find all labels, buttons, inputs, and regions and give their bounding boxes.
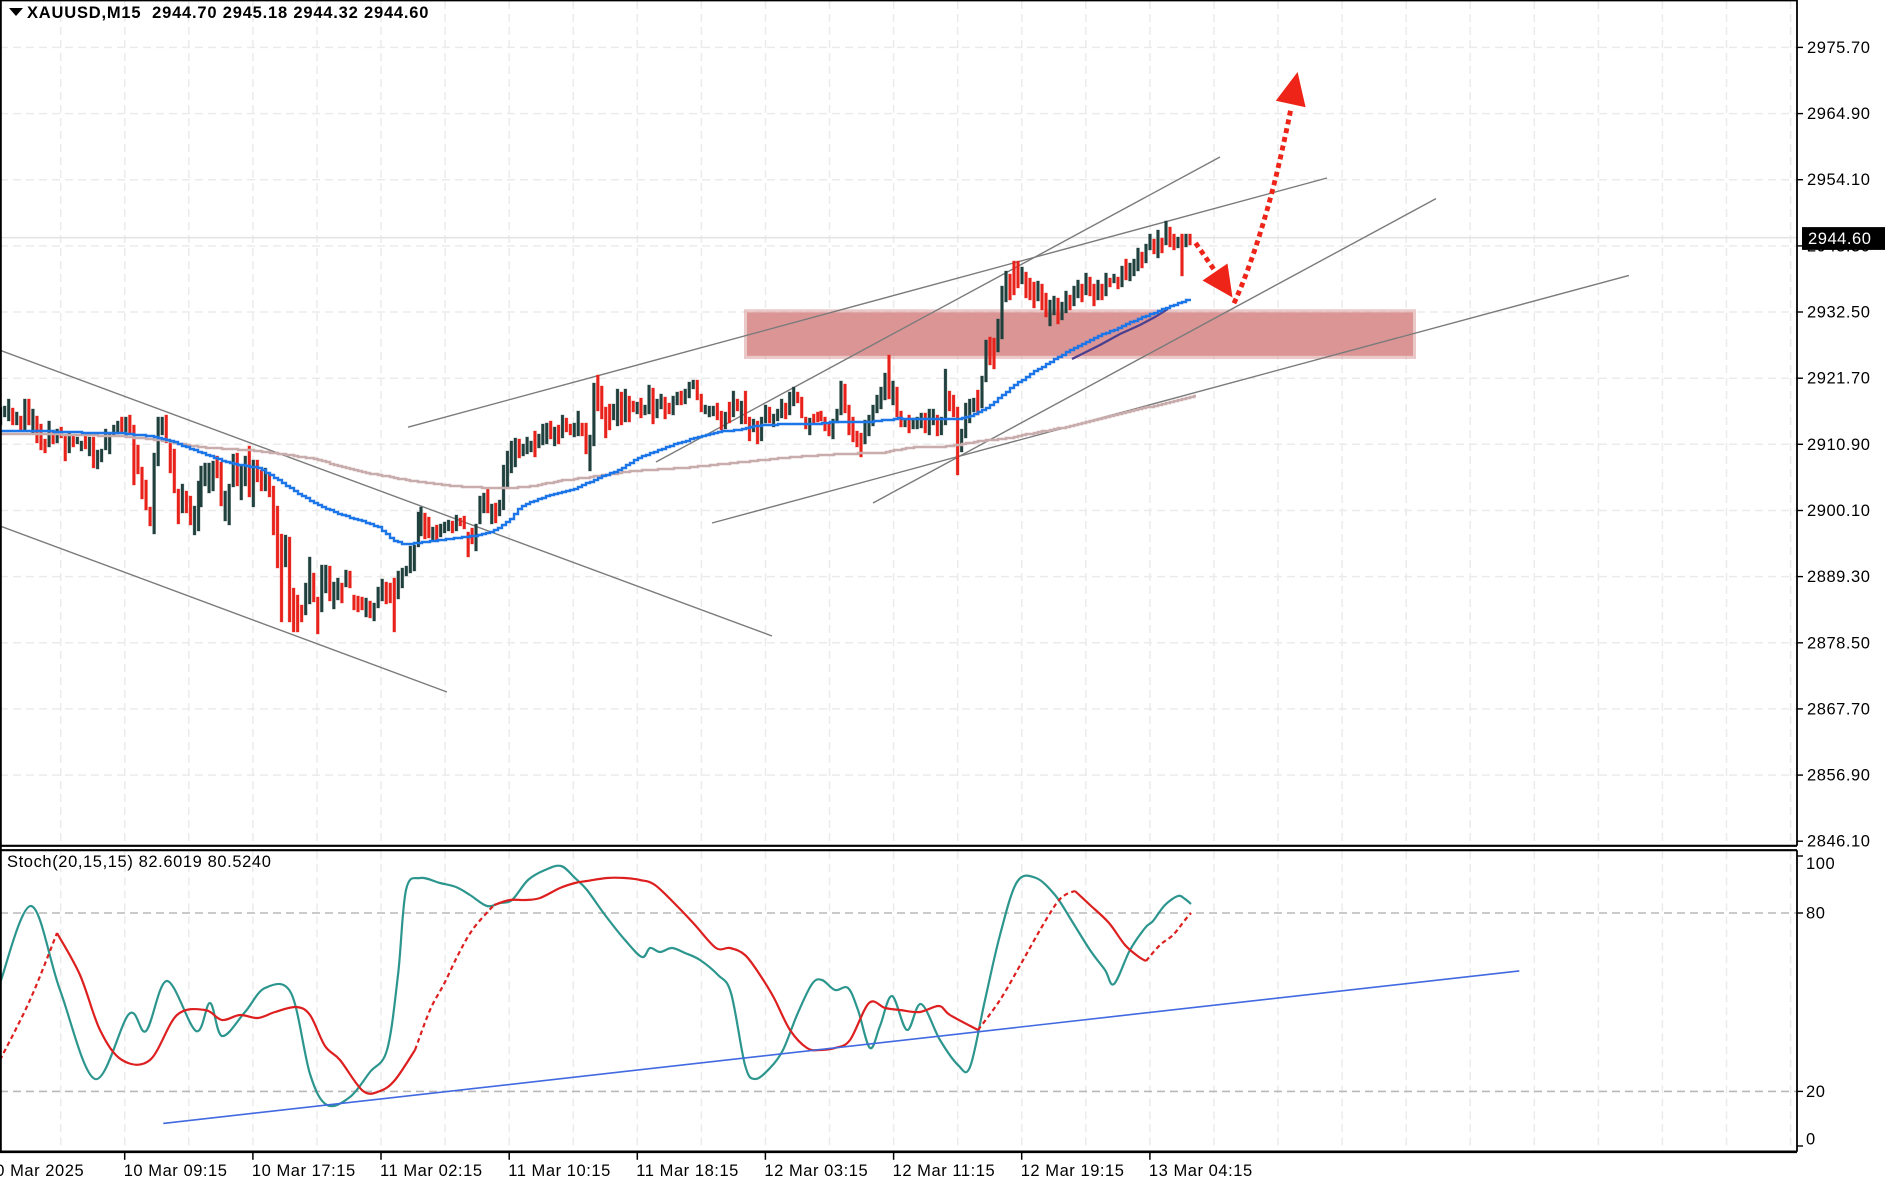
svg-text:2878.50: 2878.50 xyxy=(1807,634,1871,652)
svg-text:11 Mar 18:15: 11 Mar 18:15 xyxy=(636,1162,739,1180)
svg-text:2846.10: 2846.10 xyxy=(1807,833,1871,851)
svg-text:10 Mar 2025: 10 Mar 2025 xyxy=(0,1162,84,1180)
svg-text:10 Mar 09:15: 10 Mar 09:15 xyxy=(124,1162,228,1180)
svg-text:2889.30: 2889.30 xyxy=(1807,568,1871,586)
svg-text:2932.50: 2932.50 xyxy=(1807,304,1871,322)
svg-text:2910.90: 2910.90 xyxy=(1807,436,1871,454)
svg-text:2921.70: 2921.70 xyxy=(1807,370,1871,388)
svg-text:2856.90: 2856.90 xyxy=(1807,767,1871,785)
svg-text:2975.70: 2975.70 xyxy=(1807,39,1871,57)
svg-text:2964.90: 2964.90 xyxy=(1807,105,1871,123)
svg-text:20: 20 xyxy=(1806,1083,1825,1101)
svg-text:2944.60: 2944.60 xyxy=(1808,230,1872,248)
svg-text:10 Mar 17:15: 10 Mar 17:15 xyxy=(252,1162,356,1180)
svg-text:13 Mar 04:15: 13 Mar 04:15 xyxy=(1149,1162,1253,1180)
svg-text:80: 80 xyxy=(1806,905,1825,923)
svg-text:XAUUSD,M15 2944.70 2945.18 29: XAUUSD,M15 2944.70 2945.18 2944.32 2944.… xyxy=(27,4,429,22)
svg-text:12 Mar 03:15: 12 Mar 03:15 xyxy=(764,1162,868,1180)
svg-text:2867.70: 2867.70 xyxy=(1807,700,1871,718)
svg-text:12 Mar 19:15: 12 Mar 19:15 xyxy=(1021,1162,1125,1180)
svg-text:Stoch(20,15,15) 82.6019 80.524: Stoch(20,15,15) 82.6019 80.5240 xyxy=(7,853,271,871)
svg-text:100: 100 xyxy=(1806,855,1835,873)
svg-text:2954.10: 2954.10 xyxy=(1807,171,1871,189)
svg-text:12 Mar 11:15: 12 Mar 11:15 xyxy=(893,1162,996,1180)
svg-text:11 Mar 02:15: 11 Mar 02:15 xyxy=(380,1162,483,1180)
svg-text:0: 0 xyxy=(1806,1130,1816,1148)
svg-text:2900.10: 2900.10 xyxy=(1807,502,1871,520)
svg-text:11 Mar 10:15: 11 Mar 10:15 xyxy=(508,1162,611,1180)
